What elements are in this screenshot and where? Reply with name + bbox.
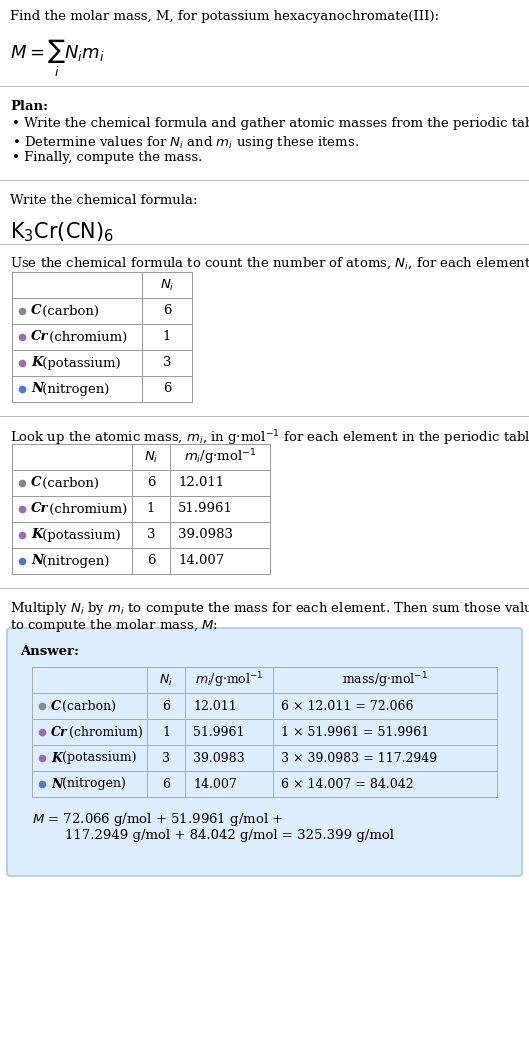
Text: 3: 3 <box>163 356 171 370</box>
Text: to compute the molar mass, $M$:: to compute the molar mass, $M$: <box>10 617 218 635</box>
Text: • Finally, compute the mass.: • Finally, compute the mass. <box>12 151 203 164</box>
Text: Cr: Cr <box>31 503 49 515</box>
Text: 6 × 14.007 = 84.042: 6 × 14.007 = 84.042 <box>281 778 414 790</box>
Text: $N_i$: $N_i$ <box>160 277 174 293</box>
Text: (nitrogen): (nitrogen) <box>38 554 110 567</box>
Text: 51.9961: 51.9961 <box>193 725 244 739</box>
Text: (chromium): (chromium) <box>45 503 127 515</box>
Text: 39.0983: 39.0983 <box>193 752 244 764</box>
Text: (carbon): (carbon) <box>58 700 116 713</box>
Text: (potassium): (potassium) <box>38 356 121 370</box>
Text: C: C <box>31 305 41 317</box>
Text: 14.007: 14.007 <box>193 778 237 790</box>
Text: 3 × 39.0983 = 117.2949: 3 × 39.0983 = 117.2949 <box>281 752 437 764</box>
Text: (nitrogen): (nitrogen) <box>38 383 110 395</box>
Text: 6: 6 <box>162 778 170 790</box>
Text: K: K <box>31 528 42 542</box>
Text: Write the chemical formula:: Write the chemical formula: <box>10 194 197 207</box>
Text: mass/g·mol$^{-1}$: mass/g·mol$^{-1}$ <box>342 670 428 689</box>
Text: 12.011: 12.011 <box>193 700 237 713</box>
Text: N: N <box>51 778 62 790</box>
Text: C: C <box>51 700 61 713</box>
Text: 6: 6 <box>163 305 171 317</box>
Text: 6 × 12.011 = 72.066: 6 × 12.011 = 72.066 <box>281 700 414 713</box>
Text: 1: 1 <box>163 331 171 344</box>
Text: Cr: Cr <box>31 331 49 344</box>
Text: K: K <box>31 356 42 370</box>
Text: $M$ = 72.066 g/mol + 51.9961 g/mol +: $M$ = 72.066 g/mol + 51.9961 g/mol + <box>32 811 283 828</box>
Text: $M = \sum_i N_i m_i$: $M = \sum_i N_i m_i$ <box>10 38 104 79</box>
Text: 12.011: 12.011 <box>178 476 224 489</box>
Text: (chromium): (chromium) <box>45 331 127 344</box>
Text: N: N <box>31 383 43 395</box>
Text: Answer:: Answer: <box>20 645 79 658</box>
Text: $m_i$/g·mol$^{-1}$: $m_i$/g·mol$^{-1}$ <box>195 670 263 689</box>
Text: C: C <box>31 476 41 489</box>
Text: Look up the atomic mass, $m_i$, in g·mol$^{-1}$ for each element in the periodic: Look up the atomic mass, $m_i$, in g·mol… <box>10 428 529 448</box>
Text: 1: 1 <box>147 503 155 515</box>
Text: 51.9961: 51.9961 <box>178 503 233 515</box>
Text: $N_i$: $N_i$ <box>144 449 158 465</box>
Text: Cr: Cr <box>51 725 68 739</box>
Text: 3: 3 <box>162 752 170 764</box>
Text: (carbon): (carbon) <box>38 305 99 317</box>
Text: 6: 6 <box>147 476 155 489</box>
FancyBboxPatch shape <box>7 628 522 876</box>
Text: (chromium): (chromium) <box>66 725 143 739</box>
Text: 6: 6 <box>163 383 171 395</box>
Text: • Determine values for $N_i$ and $m_i$ using these items.: • Determine values for $N_i$ and $m_i$ u… <box>12 134 359 151</box>
Text: (nitrogen): (nitrogen) <box>58 778 126 790</box>
Text: 117.2949 g/mol + 84.042 g/mol = 325.399 g/mol: 117.2949 g/mol + 84.042 g/mol = 325.399 … <box>48 829 394 842</box>
Text: 1 × 51.9961 = 51.9961: 1 × 51.9961 = 51.9961 <box>281 725 429 739</box>
Text: $m_i$/g·mol$^{-1}$: $m_i$/g·mol$^{-1}$ <box>184 447 257 467</box>
Text: Find the molar mass, M, for potassium hexacyanochromate(III):: Find the molar mass, M, for potassium he… <box>10 9 439 23</box>
Text: Use the chemical formula to count the number of atoms, $N_i$, for each element:: Use the chemical formula to count the nu… <box>10 256 529 272</box>
Text: 6: 6 <box>147 554 155 567</box>
Text: • Write the chemical formula and gather atomic masses from the periodic table.: • Write the chemical formula and gather … <box>12 117 529 130</box>
Text: (carbon): (carbon) <box>38 476 99 489</box>
Text: 39.0983: 39.0983 <box>178 528 233 542</box>
Text: $N_i$: $N_i$ <box>159 672 173 687</box>
Text: $\mathrm{K_3Cr(CN)_6}$: $\mathrm{K_3Cr(CN)_6}$ <box>10 220 114 243</box>
Text: 6: 6 <box>162 700 170 713</box>
Text: Plan:: Plan: <box>10 100 48 113</box>
Text: (potassium): (potassium) <box>58 752 136 764</box>
Text: N: N <box>31 554 43 567</box>
Text: 3: 3 <box>147 528 155 542</box>
Text: (potassium): (potassium) <box>38 528 121 542</box>
Text: 14.007: 14.007 <box>178 554 224 567</box>
Text: K: K <box>51 752 62 764</box>
Text: 1: 1 <box>162 725 170 739</box>
Text: Multiply $N_i$ by $m_i$ to compute the mass for each element. Then sum those val: Multiply $N_i$ by $m_i$ to compute the m… <box>10 600 529 617</box>
